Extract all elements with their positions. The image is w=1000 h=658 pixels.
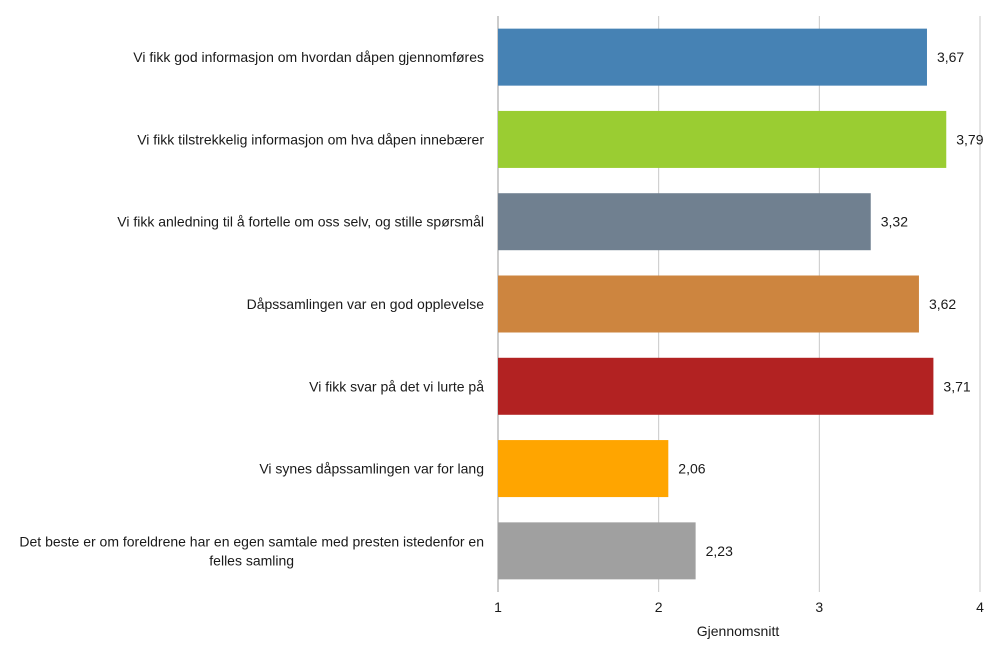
category-label-line: Vi fikk tilstrekkelig informasjon om hva… <box>137 131 484 147</box>
bar <box>498 275 919 333</box>
bar <box>498 440 669 498</box>
category-label: Vi fikk svar på det vi lurte på <box>309 378 484 394</box>
x-tick-label: 1 <box>494 599 502 615</box>
category-label: Vi fikk anledning til å fortelle om oss … <box>117 214 484 230</box>
category-label: Dåpssamlingen var en god opplevelse <box>247 296 485 312</box>
category-label-line: Vi fikk anledning til å fortelle om oss … <box>117 214 484 230</box>
category-label-line: Vi fikk svar på det vi lurte på <box>309 378 484 394</box>
bars <box>498 28 947 580</box>
category-label: Vi fikk tilstrekkelig informasjon om hva… <box>137 131 484 147</box>
data-label: 3,32 <box>881 214 908 230</box>
x-tick-label: 4 <box>976 599 984 615</box>
category-label-line: Vi synes dåpssamlingen var for lang <box>259 461 484 477</box>
bar <box>498 28 927 86</box>
bar <box>498 193 871 251</box>
x-tick-labels: 1 2 3 4 <box>494 599 984 615</box>
value-labels: 3,67 3,79 3,32 3,62 3,71 2,06 2,23 <box>678 49 983 559</box>
category-label-line: Det beste er om foreldrene har en egen s… <box>19 533 484 549</box>
data-label: 3,67 <box>937 49 964 65</box>
category-label: Vi synes dåpssamlingen var for lang <box>259 461 484 477</box>
category-label: Det beste er om foreldrene har en egen s… <box>19 533 484 568</box>
data-label: 3,62 <box>929 296 956 312</box>
bar <box>498 357 934 415</box>
data-label: 3,79 <box>956 131 983 147</box>
category-label-line: felles samling <box>209 552 294 568</box>
x-tick-label: 2 <box>655 599 663 615</box>
data-label: 2,06 <box>678 461 705 477</box>
bar <box>498 522 696 580</box>
bar <box>498 110 947 168</box>
x-tick-label: 3 <box>815 599 823 615</box>
category-label: Vi fikk god informasjon om hvordan dåpen… <box>133 49 484 65</box>
category-label-line: Dåpssamlingen var en god opplevelse <box>247 296 485 312</box>
x-axis-title: Gjennomsnitt <box>697 623 780 639</box>
data-label: 2,23 <box>706 543 733 559</box>
data-label: 3,71 <box>943 378 970 394</box>
category-labels: Vi fikk god informasjon om hvordan dåpen… <box>19 49 484 568</box>
category-label-line: Vi fikk god informasjon om hvordan dåpen… <box>133 49 484 65</box>
